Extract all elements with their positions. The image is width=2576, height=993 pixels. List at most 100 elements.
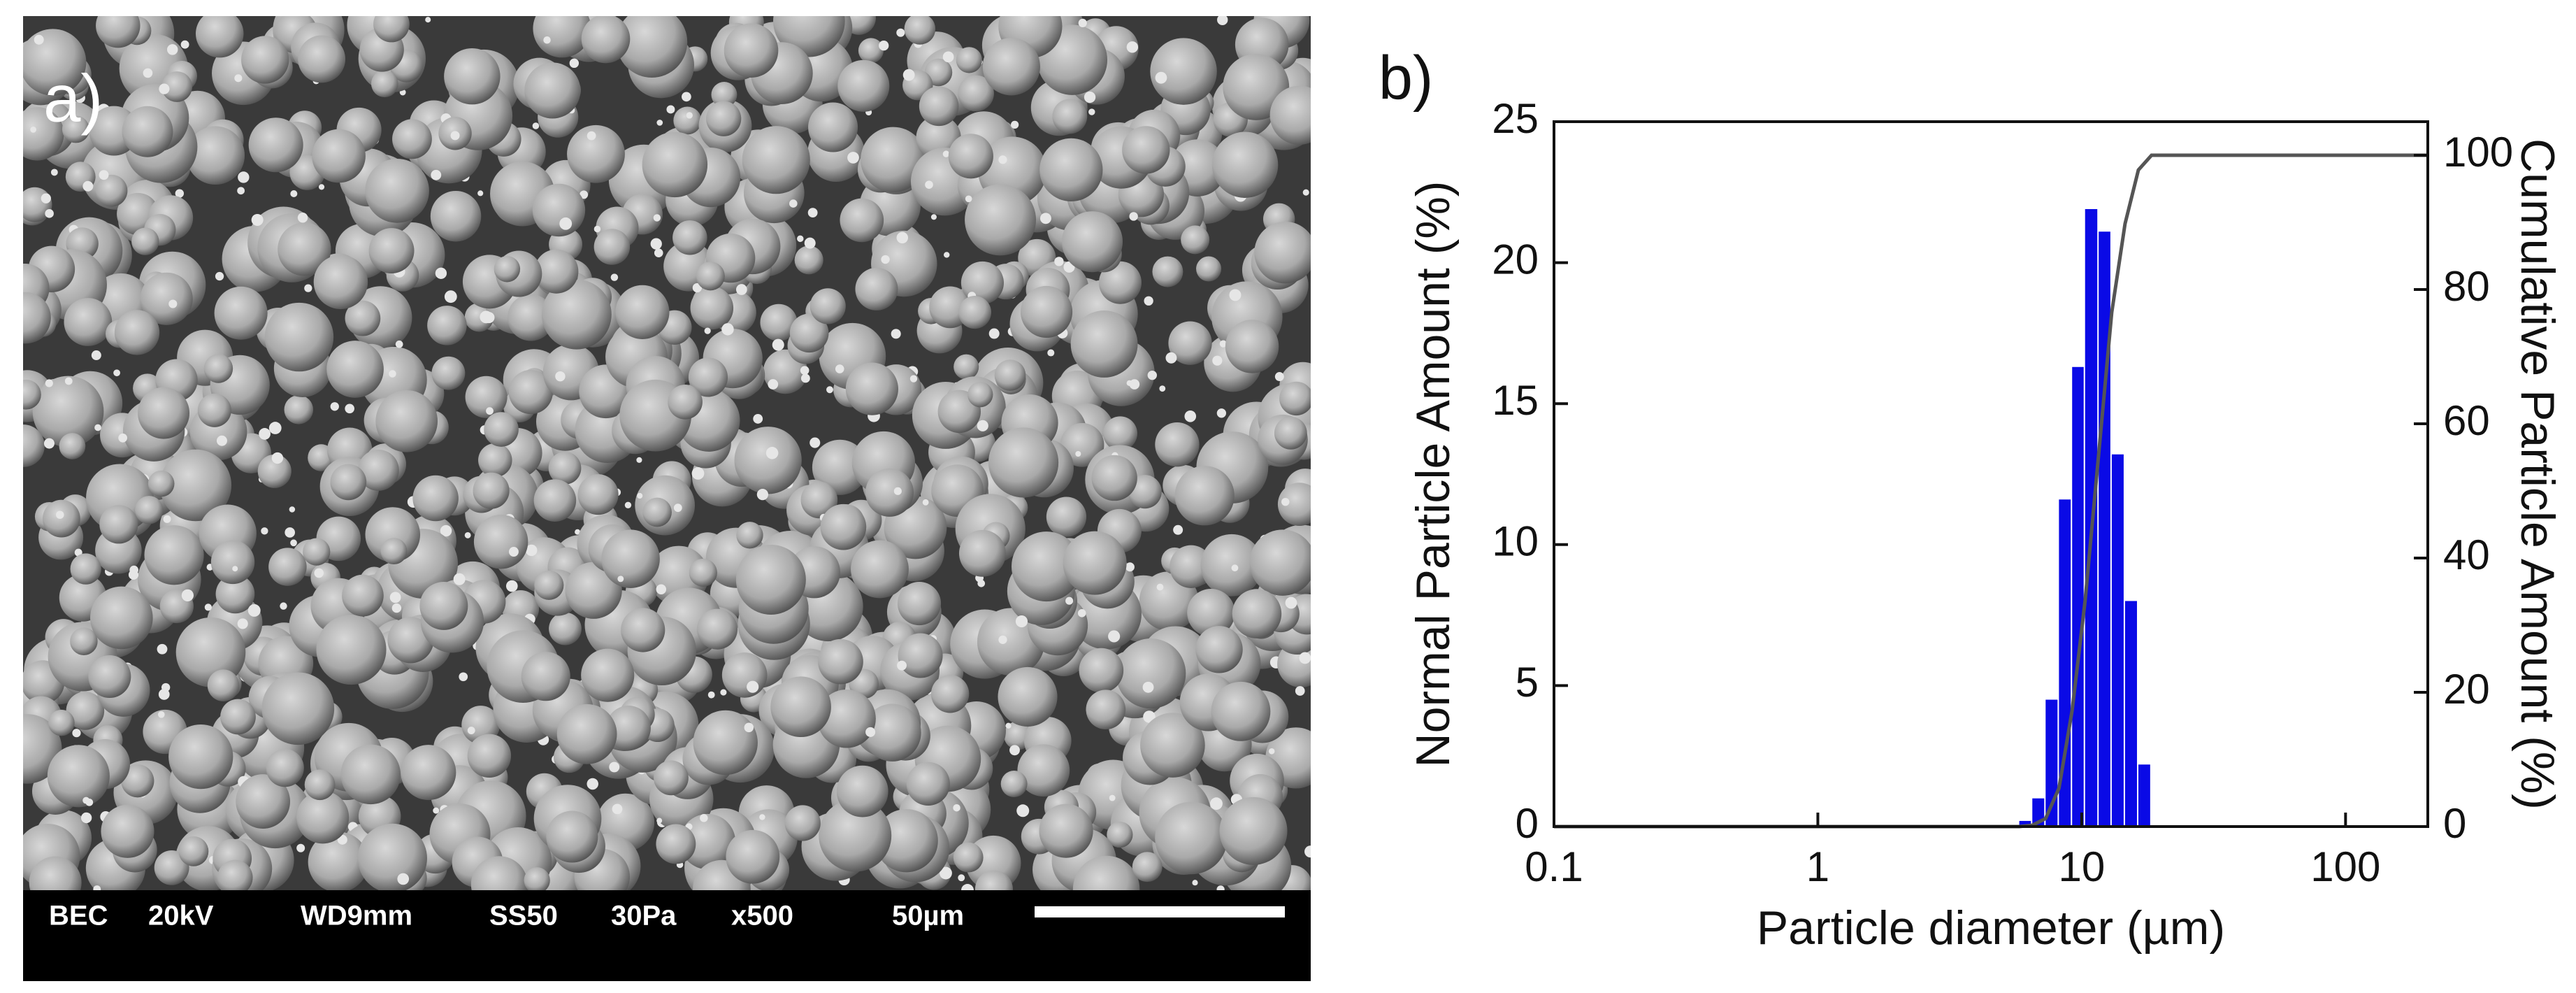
sem-particle	[140, 272, 193, 325]
sem-satellite	[314, 568, 324, 578]
sem-satellite	[271, 452, 284, 464]
sem-particle	[967, 381, 993, 408]
sem-satellite	[1078, 18, 1087, 28]
sem-satellite	[930, 214, 937, 220]
sem-satellite	[99, 170, 109, 180]
sem-particle	[601, 529, 660, 588]
info-text: x500	[731, 901, 793, 931]
sem-particle	[29, 856, 82, 890]
y-tick-label: 0	[1516, 800, 1539, 847]
sem-satellite	[1144, 296, 1153, 306]
sem-particle	[1102, 416, 1137, 451]
sem-particle	[1155, 801, 1228, 875]
sem-satellite	[902, 69, 915, 81]
x-tick-label: 0.1	[1525, 843, 1583, 890]
sem-particle	[696, 262, 725, 291]
sem-particle	[1174, 466, 1235, 526]
sem-satellite	[34, 34, 44, 45]
sem-particle	[808, 102, 858, 152]
sem-particle	[473, 515, 528, 569]
sem-particle	[207, 669, 240, 701]
sem-particle	[186, 126, 245, 185]
sem-particle	[419, 581, 468, 630]
sem-particle	[690, 286, 734, 330]
bar	[2099, 231, 2110, 827]
sem-particle	[1225, 320, 1279, 373]
sem-particle	[370, 70, 398, 98]
panel-label: b)	[1379, 43, 1433, 112]
sem-satellite	[215, 271, 224, 281]
sem-satellite	[559, 217, 573, 230]
sem-particle	[736, 522, 763, 549]
sem-particle	[175, 617, 246, 687]
sem-satellite	[435, 267, 447, 279]
sem-satellite	[847, 152, 859, 164]
sem-particle	[616, 16, 688, 78]
sem-particle	[135, 496, 164, 524]
sem-satellite	[204, 603, 212, 611]
sem-satellite	[1126, 380, 1132, 387]
sem-particle	[693, 710, 758, 776]
sem-particle	[953, 842, 984, 873]
sem-particle	[1195, 626, 1243, 673]
sem-satellite	[753, 414, 763, 424]
sem-satellite	[440, 524, 452, 537]
info-text: 20kV	[148, 901, 214, 931]
sem-satellite	[1299, 652, 1311, 664]
sem-particle	[897, 582, 942, 626]
sem-satellite	[925, 180, 933, 189]
sem-particle	[930, 675, 970, 713]
sem-particle	[818, 638, 863, 685]
sem-particle	[147, 470, 175, 497]
sem-particle	[427, 306, 467, 345]
y2-tick-label: 60	[2443, 397, 2490, 444]
sem-satellite	[673, 503, 682, 513]
sem-particle	[721, 652, 768, 698]
sem-satellite	[85, 798, 94, 806]
y-tick-label: 5	[1516, 659, 1539, 706]
sem-particle	[541, 279, 612, 350]
sem-satellite	[1173, 524, 1183, 535]
sem-particle	[689, 558, 717, 587]
sem-satellite	[1143, 710, 1156, 723]
sem-satellite	[232, 566, 238, 572]
sem-particle	[1274, 416, 1307, 450]
x-axis-label: Particle diameter (µm)	[1757, 901, 2225, 955]
sem-satellite	[686, 112, 693, 119]
sem-satellite	[91, 350, 101, 361]
sem-satellite	[268, 422, 282, 434]
sem-particle	[1098, 261, 1142, 304]
sem-satellite	[247, 603, 261, 617]
sem-satellite	[508, 547, 519, 557]
sem-satellite	[1210, 797, 1223, 810]
sem-satellite	[431, 169, 442, 180]
sem-particle	[958, 529, 1006, 577]
sem-satellite	[304, 284, 312, 292]
sem-particle	[330, 464, 367, 501]
sem-satellite	[297, 213, 308, 223]
sem-satellite	[1159, 385, 1166, 392]
sem-particle	[161, 71, 192, 102]
sem-particle	[64, 298, 113, 346]
sem-particle	[974, 870, 1013, 890]
sem-satellite	[1125, 562, 1135, 572]
sem-particle	[1070, 310, 1138, 378]
sem-particle	[1152, 256, 1183, 287]
sem-particle	[817, 689, 876, 748]
sem-satellite	[1212, 355, 1223, 366]
info-text: SS50	[489, 901, 558, 931]
sem-particle	[508, 369, 553, 415]
sem-particle	[724, 23, 779, 78]
sem-particle	[23, 424, 45, 467]
sem-satellite	[656, 817, 663, 824]
sem-particle	[1039, 138, 1103, 202]
bar	[2111, 454, 2124, 827]
sem-particle	[1211, 131, 1279, 198]
sem-satellite	[555, 371, 566, 382]
sem-particle	[697, 608, 738, 650]
sem-satellite	[526, 544, 538, 557]
sem-satellite	[896, 231, 908, 244]
sem-satellite	[865, 727, 876, 737]
sem-particle	[66, 692, 105, 730]
sem-particle	[819, 799, 892, 872]
